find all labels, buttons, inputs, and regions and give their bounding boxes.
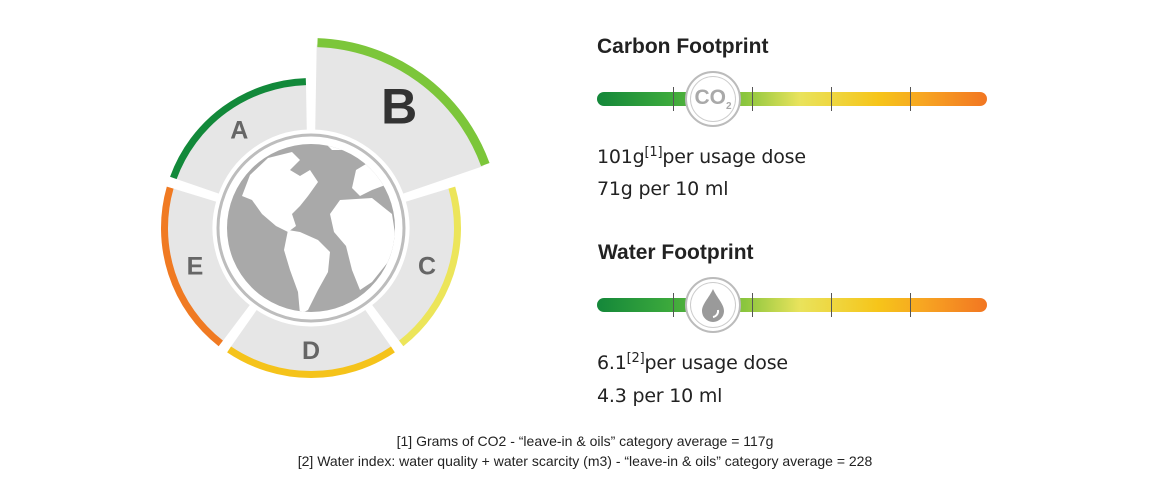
water-per-dose: 6.1[2]per usage dose bbox=[597, 351, 788, 374]
rating-arc-a bbox=[170, 78, 307, 180]
rating-label-d: D bbox=[302, 337, 320, 365]
rating-label-b: B bbox=[381, 79, 417, 135]
rating-label-a: A bbox=[230, 116, 248, 144]
water-footprint-title: Water Footprint bbox=[598, 241, 754, 264]
carbon-per-10ml: 71g per 10 ml bbox=[597, 178, 729, 200]
rating-arc-b bbox=[317, 38, 490, 167]
rating-wheel: A B C D E bbox=[161, 38, 491, 378]
rating-label-c: C bbox=[418, 253, 436, 281]
carbon-footprint-title: Carbon Footprint bbox=[597, 35, 769, 58]
footnote-1: [1] Grams of CO2 - “leave-in & oils” cat… bbox=[396, 433, 774, 449]
rating-arc-c bbox=[399, 186, 461, 347]
co2-icon: CO2 bbox=[685, 71, 741, 127]
water-drop-icon bbox=[685, 277, 741, 333]
carbon-scale-bar: CO2 bbox=[597, 71, 987, 127]
footnote-2: [2] Water index: water quality + water s… bbox=[297, 453, 873, 469]
water-per-10ml: 4.3 per 10 ml bbox=[597, 385, 723, 407]
rating-arc-d bbox=[227, 346, 395, 378]
rating-label-e: E bbox=[187, 253, 204, 281]
carbon-per-dose: 101g[1]per usage dose bbox=[597, 145, 806, 168]
rating-arc-e bbox=[161, 186, 223, 347]
water-scale-bar bbox=[597, 277, 987, 333]
